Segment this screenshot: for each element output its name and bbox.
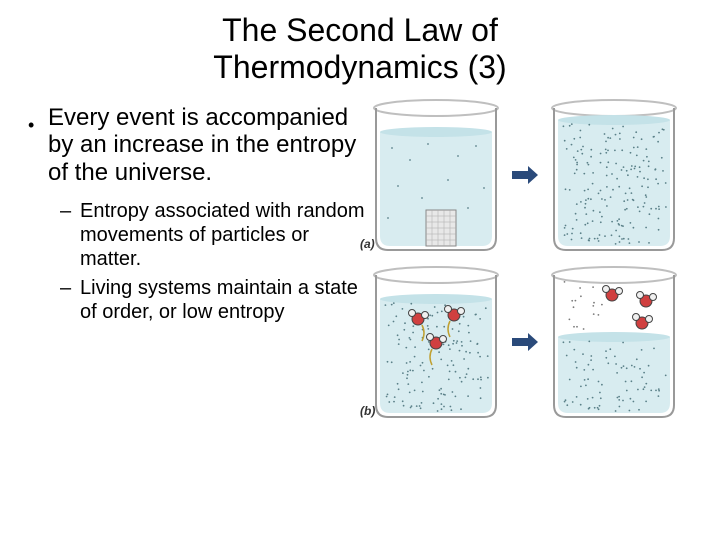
arrow-icon [512, 333, 538, 351]
title-line-1: The Second Law of [0, 12, 720, 49]
bullet-sub-1: Entropy associated with random movements… [60, 200, 368, 271]
bullet-sub-1-text: Entropy associated with random movements… [80, 200, 368, 271]
sugar-cube-icon [426, 210, 456, 246]
figure-row-a: (a) [368, 98, 700, 253]
bullet-sub-2: Living systems maintain a state of order… [60, 277, 368, 324]
arrow-icon [512, 166, 538, 184]
bullet-dash [60, 200, 80, 271]
molecule-icon [603, 285, 623, 301]
beaker-a-right [546, 98, 682, 253]
bullet-dot [28, 104, 48, 187]
title-line-2: Thermodynamics (3) [0, 49, 720, 86]
beaker-a-left [368, 98, 504, 253]
bullet-sub-2-text: Living systems maintain a state of order… [80, 277, 368, 324]
molecule-icon [637, 291, 657, 307]
bullet-main: Every event is accompanied by an increas… [28, 104, 368, 187]
text-column: Every event is accompanied by an increas… [28, 98, 368, 432]
beaker-b-left [368, 265, 504, 420]
bullet-main-text: Every event is accompanied by an increas… [48, 104, 368, 187]
figure-row-b: (b) [368, 265, 700, 420]
figure-column: (a) [368, 98, 700, 432]
bullet-dash [60, 277, 80, 324]
beaker-b-right [546, 265, 682, 420]
molecule-icon [633, 313, 653, 329]
